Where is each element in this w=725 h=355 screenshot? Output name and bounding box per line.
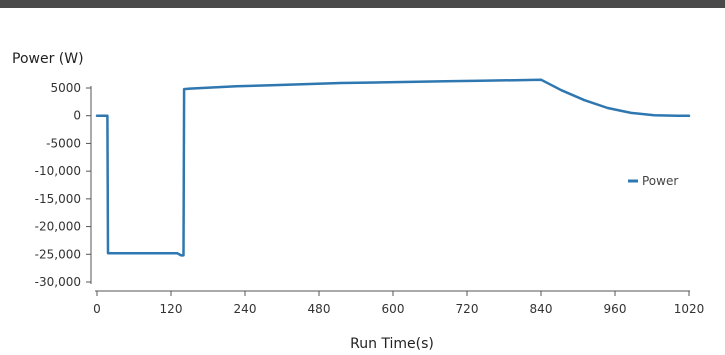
y-tick-label: -5000 [46,136,81,150]
legend: Power [628,174,678,188]
y-tick-label: 0 [73,109,81,123]
x-axis: 0 120 240 480 600 720 840 960 1020 [93,290,705,316]
x-tick-label: 480 [308,302,331,316]
x-tick-label: 720 [456,302,479,316]
series-layer [95,78,691,257]
x-tick-label: 120 [160,302,183,316]
y-tick-label: -25,000 [35,247,81,261]
y-axis: 5000 0 -5000 -10,000 -15,000 -20,000 -25,000 -3… [35,81,92,289]
x-tick-label: 600 [382,302,405,316]
x-tick-label: 840 [530,302,553,316]
x-tick-label: 960 [604,302,627,316]
y-tick-label: -10,000 [35,164,81,178]
top-bar [0,0,725,8]
x-tick-label: 1020 [674,302,705,316]
y-tick-label: -30,000 [35,275,81,289]
legend-label-power: Power [642,174,678,188]
x-axis-title: Run Time(s) [350,336,434,352]
y-tick-label: -20,000 [35,220,81,234]
x-tick-label: 240 [234,302,257,316]
y-axis-title: Power (W) [12,51,84,67]
y-tick-label: -15,000 [35,192,81,206]
series-line-power [95,78,691,257]
y-tick-label: 5000 [50,81,81,95]
x-tick-label: 0 [93,302,101,316]
